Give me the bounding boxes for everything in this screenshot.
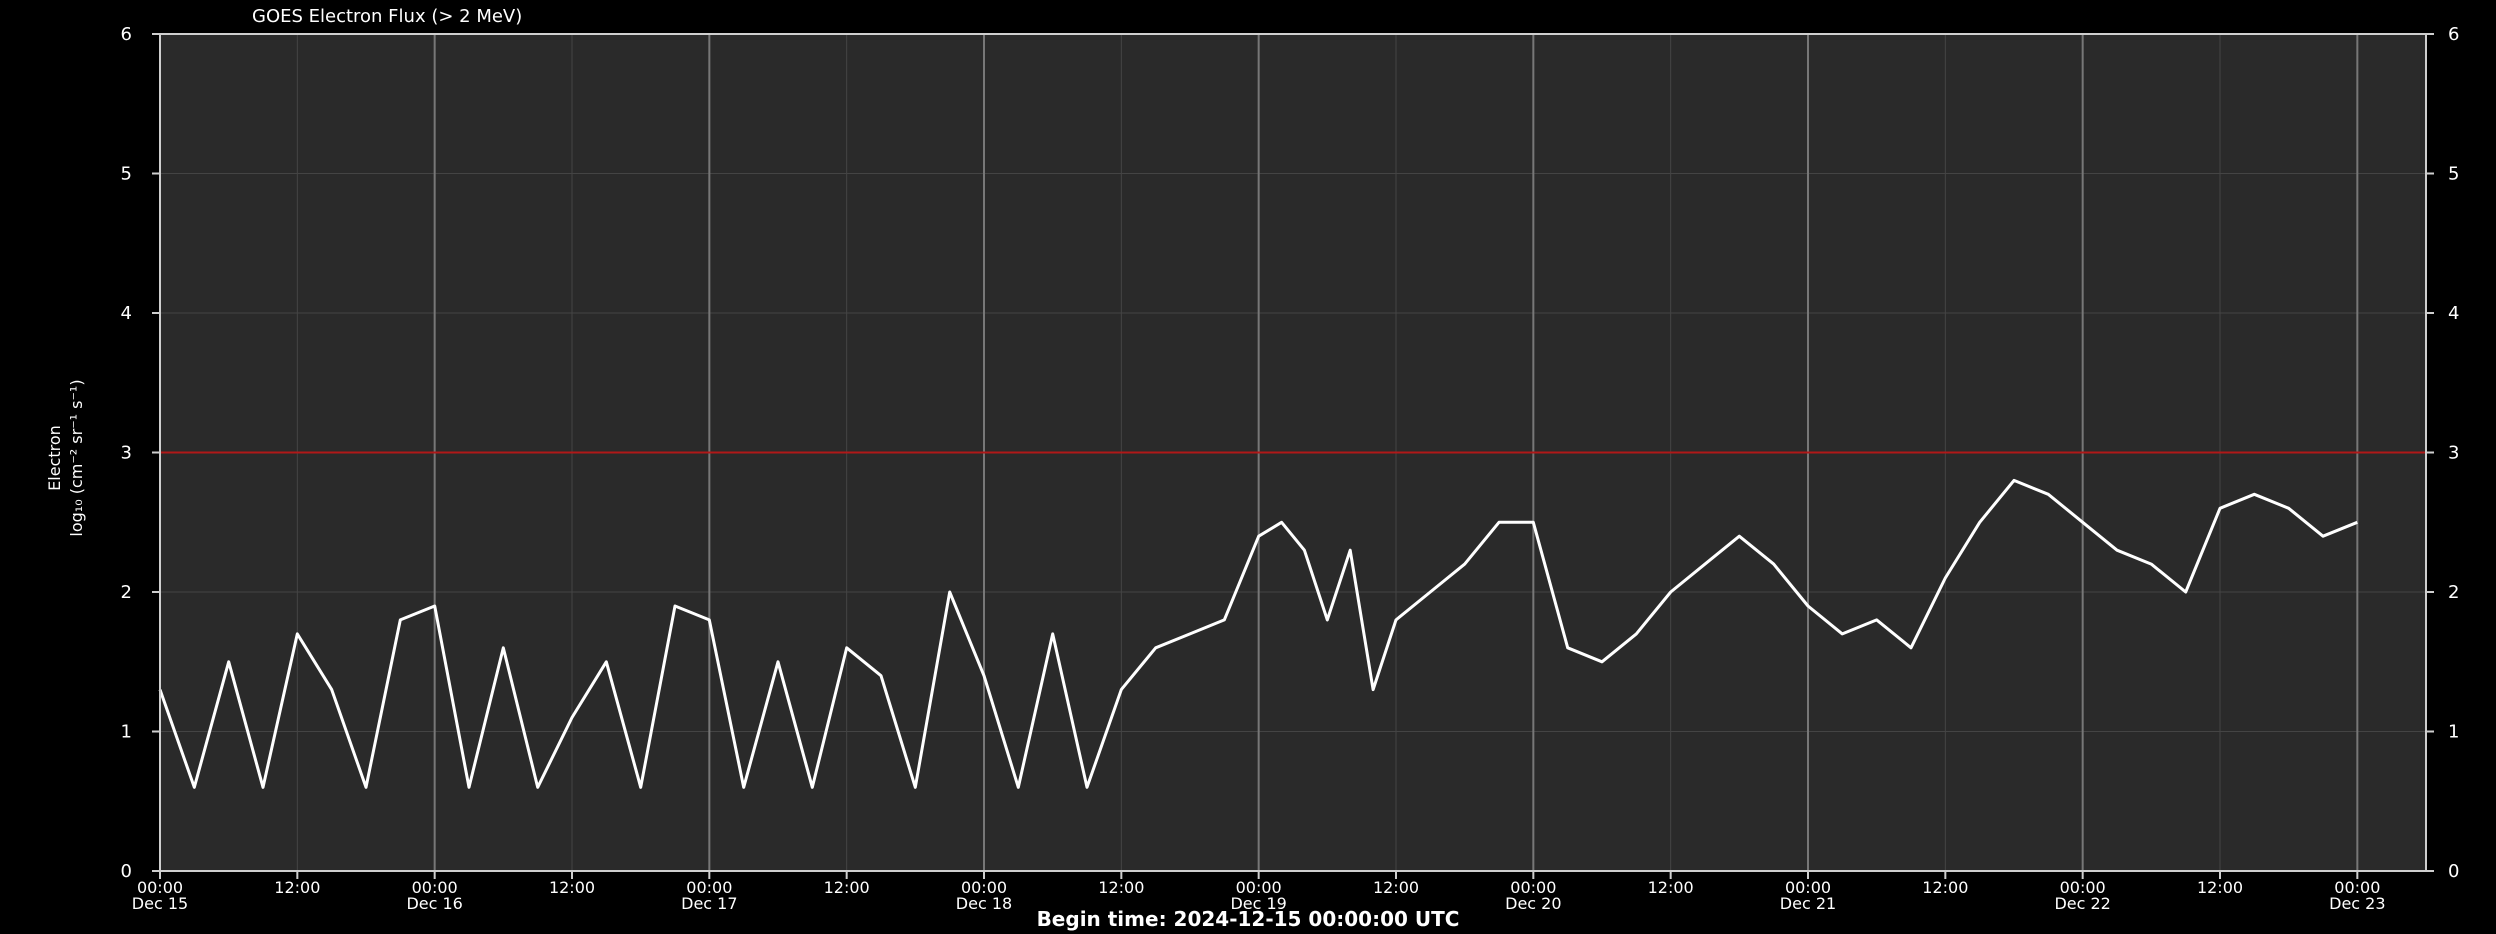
- y-tick-label-right: 6: [2448, 24, 2459, 45]
- x-tick-date-label: Dec 17: [681, 894, 737, 913]
- y-tick-label-right: 2: [2448, 582, 2459, 603]
- series-line: [158, 478, 2358, 789]
- x-tick-label: 12:00: [824, 878, 870, 897]
- x-tick-label: 00:00: [961, 878, 1007, 897]
- begin-time-label: Begin time: 2024-12-15 00:00:00 UTC: [1036, 907, 1460, 931]
- x-tick-date-label: Dec 18: [956, 894, 1012, 913]
- y-tick-label-left: 2: [121, 582, 132, 603]
- x-tick-label: 00:00: [2060, 878, 2106, 897]
- x-tick-label: 12:00: [274, 878, 320, 897]
- y-tick-label-left: 5: [121, 164, 132, 185]
- x-tick-label: 12:00: [1648, 878, 1694, 897]
- x-tick-label: 00:00: [2334, 878, 2380, 897]
- y-tick-label-right: 1: [2448, 722, 2459, 743]
- x-tick-label: 12:00: [1922, 878, 1968, 897]
- y-tick-label-left: 4: [121, 303, 132, 324]
- y-tick-label-left: 6: [121, 24, 132, 45]
- y-tick-label-left: 1: [121, 722, 132, 743]
- x-tick-label: 12:00: [549, 878, 595, 897]
- y-axis-label: Electron log₁₀ (cm⁻² sr⁻¹ s⁻¹): [44, 328, 88, 588]
- chart-title: GOES Electron Flux (> 2 MeV): [252, 6, 523, 27]
- x-tick-label: 12:00: [1373, 878, 1419, 897]
- y-tick-label-right: 3: [2448, 443, 2459, 464]
- y-tick-label-right: 5: [2448, 164, 2459, 185]
- x-tick-date-label: Dec 20: [1505, 894, 1561, 913]
- y-axis-label-line1: Electron: [45, 425, 64, 491]
- x-tick-label: 12:00: [2197, 878, 2243, 897]
- y-tick-label-right: 0: [2448, 861, 2459, 882]
- y-axis-label-line2: log₁₀ (cm⁻² sr⁻¹ s⁻¹): [67, 379, 86, 537]
- y-tick-label-right: 4: [2448, 303, 2459, 324]
- x-tick-date-label: Dec 15: [132, 894, 188, 913]
- y-tick-label-left: 3: [121, 443, 132, 464]
- x-tick-label: 00:00: [137, 878, 183, 897]
- x-tick-date-label: Dec 19: [1230, 894, 1286, 913]
- x-tick-date-label: Dec 16: [406, 894, 462, 913]
- x-tick-label: 00:00: [686, 878, 732, 897]
- x-tick-date-label: Dec 23: [2329, 894, 2385, 913]
- x-tick-label: 12:00: [1098, 878, 1144, 897]
- x-tick-date-label: Dec 22: [2054, 894, 2110, 913]
- x-tick-label: 00:00: [1510, 878, 1556, 897]
- x-tick-label: 00:00: [1236, 878, 1282, 897]
- x-tick-label: 00:00: [412, 878, 458, 897]
- x-tick-date-label: Dec 21: [1780, 894, 1836, 913]
- x-tick-label: 00:00: [1785, 878, 1831, 897]
- y-tick-label-left: 0: [121, 861, 132, 882]
